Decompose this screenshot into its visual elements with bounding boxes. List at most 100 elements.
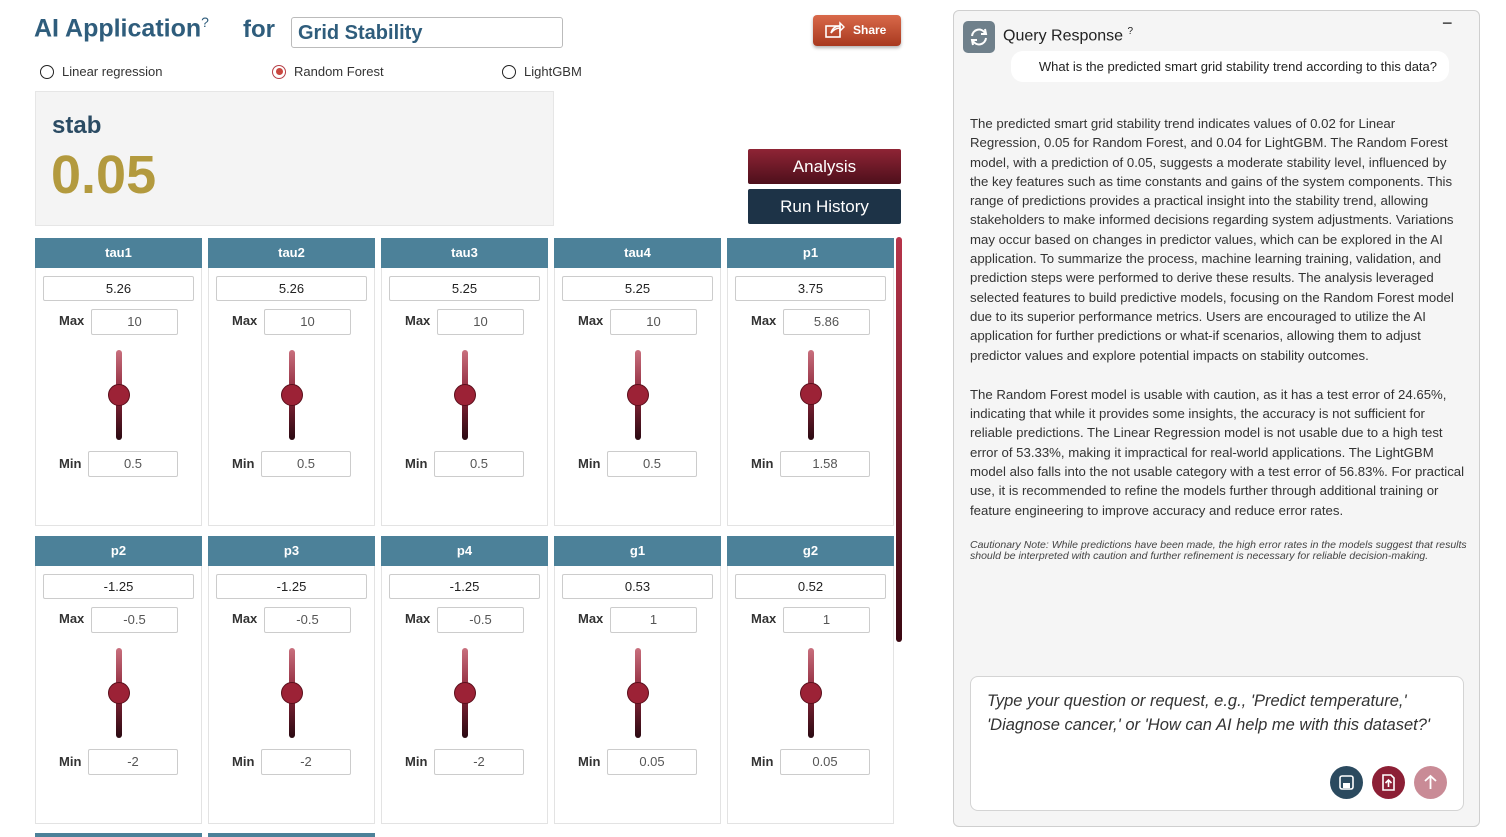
panel-title: Query Response ? xyxy=(1003,26,1133,45)
slider-thumb[interactable] xyxy=(627,384,649,406)
card-header-partial xyxy=(208,833,375,837)
min-input[interactable]: -2 xyxy=(261,749,351,775)
slider-thumb[interactable] xyxy=(281,383,303,406)
run-history-button[interactable]: Run History xyxy=(748,189,901,224)
slider-thumb[interactable] xyxy=(108,682,130,704)
slider-thumb[interactable] xyxy=(454,384,476,406)
model-option[interactable]: Linear regression xyxy=(40,64,162,79)
refresh-icon[interactable] xyxy=(963,21,995,53)
info-icon[interactable]: ? xyxy=(1127,26,1134,37)
cautionary-note: Cautionary Note: While predictions have … xyxy=(970,538,1467,563)
max-label: Max xyxy=(405,313,431,328)
max-label: Max xyxy=(59,611,85,626)
feature-card: p1 3.75 Max 5.86 Min 1.58 xyxy=(727,238,894,526)
model-label: LightGBM xyxy=(524,64,582,79)
max-input[interactable]: -0.5 xyxy=(264,607,351,633)
min-input[interactable]: 0.5 xyxy=(88,451,178,477)
slider-thumb[interactable] xyxy=(454,682,476,704)
feature-name: tau4 xyxy=(554,238,721,268)
model-option[interactable]: Random Forest xyxy=(272,64,384,79)
feature-name: p2 xyxy=(35,536,202,566)
radio-button[interactable] xyxy=(272,64,286,79)
feature-card: p2 -1.25 Max -0.5 Min -2 xyxy=(35,536,202,824)
panel-title-text: Query Response xyxy=(1003,27,1124,45)
value-input[interactable]: 3.75 xyxy=(735,276,886,301)
scrollbar[interactable] xyxy=(896,237,902,642)
slider-thumb[interactable] xyxy=(800,383,822,406)
slider-thumb[interactable] xyxy=(800,682,822,705)
min-label: Min xyxy=(578,456,601,471)
value-input[interactable]: -1.25 xyxy=(389,574,540,599)
response-paragraph: The predicted smart grid stability trend… xyxy=(970,116,1454,363)
info-icon[interactable]: ? xyxy=(201,14,209,30)
radio-button[interactable] xyxy=(502,64,516,79)
model-label: Random Forest xyxy=(294,64,384,79)
min-label: Min xyxy=(232,754,255,769)
model-label: Linear regression xyxy=(62,64,163,79)
export-icon xyxy=(1382,774,1395,791)
send-button[interactable] xyxy=(1414,766,1447,799)
export-button[interactable] xyxy=(1372,766,1405,799)
analysis-button[interactable]: Analysis xyxy=(748,149,901,184)
max-input[interactable]: 10 xyxy=(91,309,178,335)
min-input[interactable]: 0.5 xyxy=(607,451,697,477)
feature-name: g1 xyxy=(554,536,721,566)
value-input[interactable]: 0.53 xyxy=(562,574,713,599)
min-input[interactable]: 0.05 xyxy=(607,749,697,775)
max-input[interactable]: 1 xyxy=(610,607,697,633)
max-label: Max xyxy=(405,611,431,626)
refresh-glyph xyxy=(970,28,988,46)
max-input[interactable]: -0.5 xyxy=(437,607,524,633)
query-panel: Query Response ? − What is the predicted… xyxy=(953,10,1480,827)
model-option[interactable]: LightGBM xyxy=(502,64,582,79)
value-input[interactable]: 5.25 xyxy=(562,276,713,301)
value-input[interactable]: 5.26 xyxy=(216,276,367,301)
feature-name: p4 xyxy=(381,536,548,566)
send-icon xyxy=(1424,774,1437,789)
min-input[interactable]: -2 xyxy=(88,749,178,775)
slider-thumb[interactable] xyxy=(627,681,649,704)
for-label: for xyxy=(243,16,275,43)
max-input[interactable]: 5.86 xyxy=(783,309,870,335)
user-question: What is the predicted smart grid stabili… xyxy=(1011,51,1449,82)
radio-button[interactable] xyxy=(40,64,54,79)
max-input[interactable]: 1 xyxy=(783,607,870,633)
slider-thumb[interactable] xyxy=(281,682,303,704)
min-input[interactable]: 0.5 xyxy=(434,451,524,477)
value-input[interactable]: 5.25 xyxy=(389,276,540,301)
value-input[interactable]: -1.25 xyxy=(43,574,194,599)
max-label: Max xyxy=(578,313,604,328)
min-input[interactable]: 0.05 xyxy=(780,749,870,775)
min-label: Min xyxy=(59,754,82,769)
value-input[interactable]: -1.25 xyxy=(216,574,367,599)
min-input[interactable]: 0.5 xyxy=(261,451,351,477)
min-input[interactable]: -2 xyxy=(434,749,524,775)
share-button[interactable]: Share xyxy=(813,15,901,46)
feature-card: g2 0.52 Max 1 Min 0.05 xyxy=(727,536,894,824)
value-input[interactable]: 5.26 xyxy=(43,276,194,301)
min-label: Min xyxy=(405,456,428,471)
feature-card: p4 -1.25 Max -0.5 Min -2 xyxy=(381,536,548,824)
min-input[interactable]: 1.58 xyxy=(780,451,870,477)
min-label: Min xyxy=(751,754,774,769)
feature-name: g2 xyxy=(727,536,894,566)
dataset-input[interactable]: Grid Stability xyxy=(291,17,563,48)
max-input[interactable]: -0.5 xyxy=(91,607,178,633)
min-label: Min xyxy=(405,754,428,769)
max-input[interactable]: 10 xyxy=(264,309,351,335)
minimize-button[interactable]: − xyxy=(1442,13,1453,33)
query-input[interactable]: Type your question or request, e.g., 'Pr… xyxy=(970,676,1464,811)
feature-name: p3 xyxy=(208,536,375,566)
min-label: Min xyxy=(578,754,601,769)
feature-card: tau4 5.25 Max 10 Min 0.5 xyxy=(554,238,721,526)
max-label: Max xyxy=(59,313,85,328)
save-button[interactable] xyxy=(1330,766,1363,799)
max-input[interactable]: 10 xyxy=(610,309,697,335)
prediction-box: stab 0.05 xyxy=(35,91,554,226)
min-label: Min xyxy=(232,456,255,471)
card-header-partial xyxy=(35,833,202,837)
value-input[interactable]: 0.52 xyxy=(735,574,886,599)
slider-thumb[interactable] xyxy=(108,383,130,406)
max-input[interactable]: 10 xyxy=(437,309,524,335)
